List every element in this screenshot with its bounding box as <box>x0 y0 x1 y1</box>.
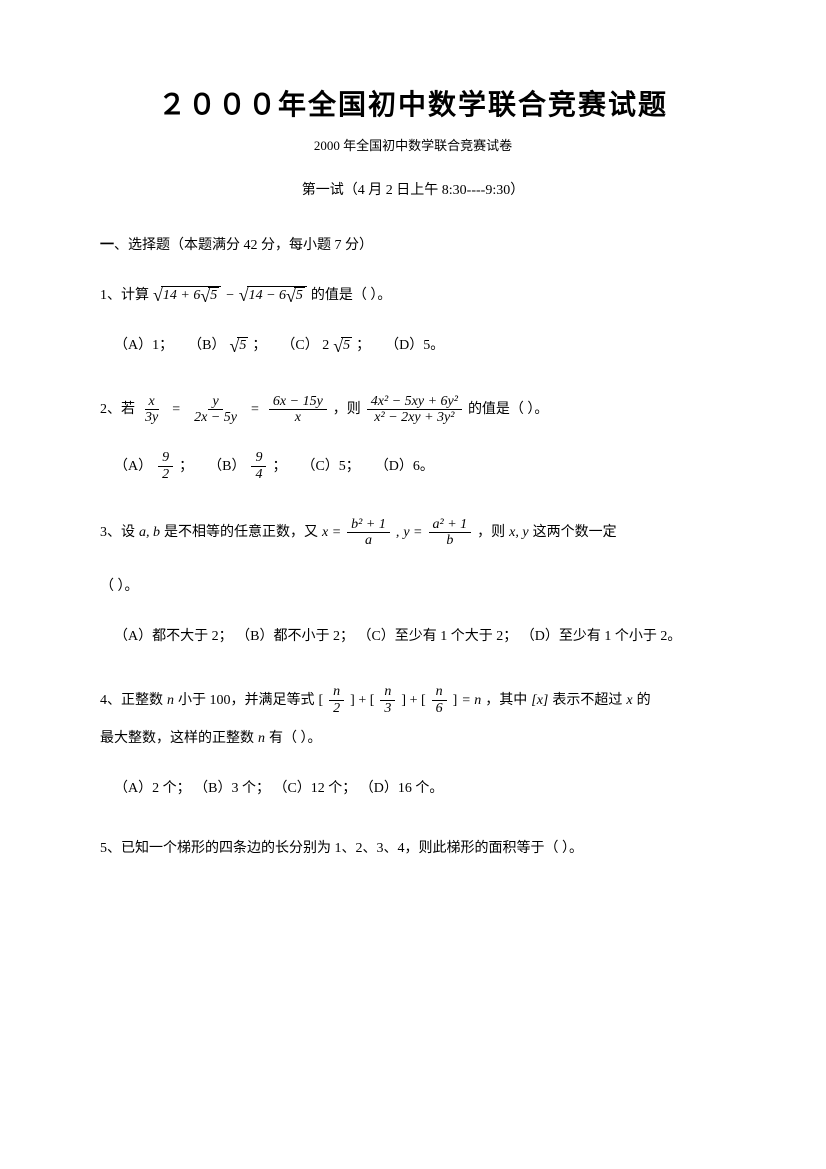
q4-bracket-x: [x] <box>531 688 548 713</box>
q2-frac1: x3y <box>141 394 162 426</box>
q3-fracx: b² + 1a <box>347 517 390 549</box>
question-2: 2、若 x3y = y2x − 5y = 6x − 15yx ，则 4x² − … <box>100 394 726 426</box>
q2-tail: 的值是（ ）。 <box>468 397 549 422</box>
q4-num: 4、正整数 <box>100 688 163 713</box>
q3-ab: a, b <box>139 520 160 545</box>
question-5: 5、已知一个梯形的四条边的长分别为 1、2、3、4，则此梯形的面积等于（ ）。 <box>100 836 726 861</box>
q2-optD: （D）6。 <box>375 454 434 479</box>
subtitle: 2000 年全国初中数学联合竞赛试卷 <box>100 134 726 157</box>
section-num: 一 <box>100 238 114 253</box>
section-text: 、选择题（本题满分 42 分，每小题 7 分） <box>114 238 373 253</box>
session-info: 第一试（4 月 2 日上午 8:30----9:30） <box>100 178 726 203</box>
q1-minus: − <box>225 283 234 308</box>
q3-options: （A）都不大于 2； （B）都不小于 2； （C）至少有 1 个大于 2； （D… <box>100 624 726 649</box>
main-title: ２０００年全国初中数学联合竞赛试题 <box>100 80 726 130</box>
q2-frac4: 4x² − 5xy + 6y²x² − 2xy + 3y² <box>367 394 462 426</box>
q1-optD: （D）5。 <box>385 333 444 358</box>
q3-xy: x, y <box>509 520 528 545</box>
section-header: 一、选择题（本题满分 42 分，每小题 7 分） <box>100 233 726 258</box>
q2-optA: （A） <box>114 454 152 479</box>
q1-options: （A）1； （B） √5 ； （C） 2 √5 ； （D）5。 <box>100 333 726 358</box>
q3-fracy: a² + 1b <box>429 517 472 549</box>
q1-optB: （B） <box>188 333 225 358</box>
q4-options: （A）2 个； （B）3 个； （C）12 个； （D）16 个。 <box>100 776 726 801</box>
q1-sqrt1: √ 14 + 6 √5 <box>153 286 221 305</box>
q2-num: 2、若 <box>100 397 135 422</box>
q2-frac3: 6x − 15yx <box>269 394 327 426</box>
q1-sqrt2: √ 14 − 6 √5 <box>239 286 307 305</box>
question-3: 3、设 a, b 是不相等的任意正数，又 x = b² + 1a , y = a… <box>100 517 726 549</box>
q1-tail: 的值是（ ）。 <box>311 283 392 308</box>
q1-optC: （C） 2 <box>281 333 329 358</box>
q1-optA: （A）1； <box>114 333 173 358</box>
q4-line2: 最大整数，这样的正整数 n 有（ ）。 <box>100 726 726 751</box>
q2-optB: （B） <box>208 454 245 479</box>
question-1: 1、计算 √ 14 + 6 √5 − √ 14 − 6 √5 的值是（ ）。 <box>100 283 726 308</box>
q3-num: 3、设 <box>100 520 135 545</box>
q3-continue: （ ）。 <box>100 574 726 599</box>
q2-options: （A） 92 ； （B） 94 ； （C）5； （D）6。 <box>100 450 726 482</box>
q5-text: 5、已知一个梯形的四条边的长分别为 1、2、3、4，则此梯形的面积等于（ ）。 <box>100 836 583 861</box>
q1-num: 1、计算 <box>100 283 149 308</box>
question-4: 4、正整数 n 小于 100，并满足等式 [n2] + [n3] + [n6] … <box>100 684 726 716</box>
q2-optC: （C）5； <box>301 454 359 479</box>
q2-frac2: y2x − 5y <box>190 394 241 426</box>
